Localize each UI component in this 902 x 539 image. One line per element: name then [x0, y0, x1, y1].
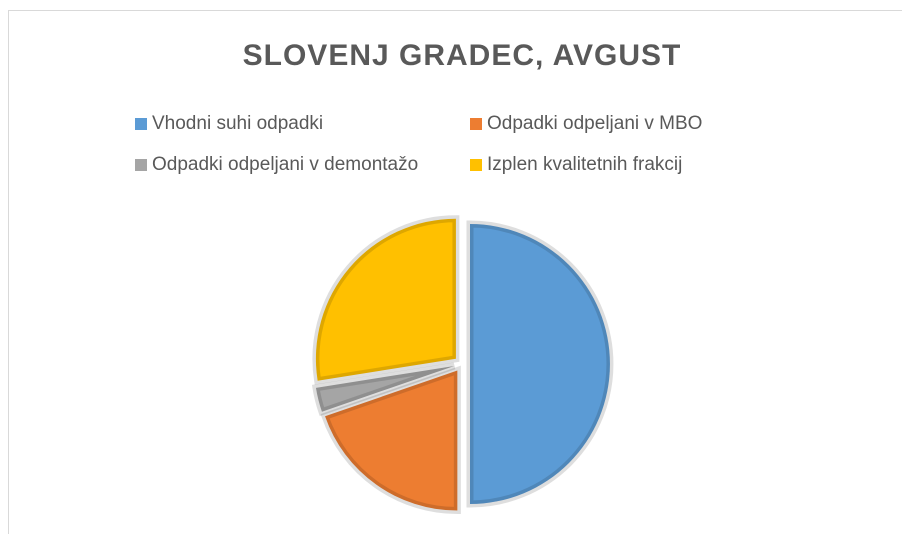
legend-label: Odpadki odpeljani v demontažo [152, 154, 418, 175]
pie-slice [312, 215, 460, 385]
pie-slice [466, 220, 614, 508]
legend-swatch [135, 159, 147, 171]
legend-label: Izplen kvalitetnih frakcij [487, 154, 682, 175]
pie-slice [311, 362, 456, 417]
pie-slice [320, 365, 461, 515]
legend-swatch [135, 118, 147, 130]
legend-label: Odpadki odpeljani v MBO [487, 113, 702, 134]
legend-swatch [470, 159, 482, 171]
legend-swatch [470, 118, 482, 130]
legend-label: Vhodni suhi odpadki [152, 113, 323, 134]
chart-title: SLOVENJ GRADEC, AVGUST [243, 39, 682, 72]
